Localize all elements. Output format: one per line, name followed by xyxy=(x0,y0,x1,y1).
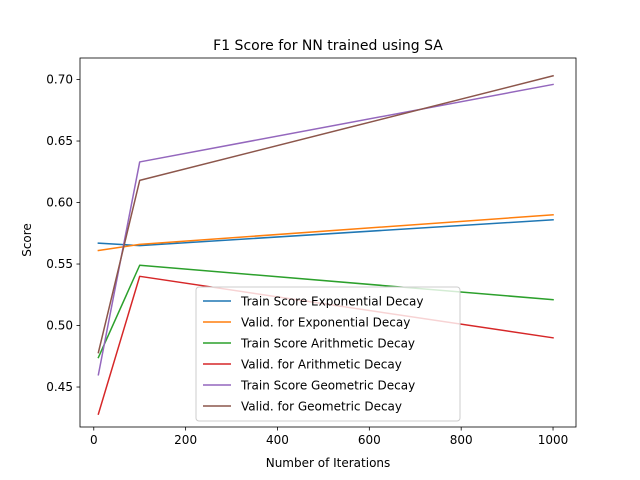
legend-label-4: Valid. for Arithmetic Decay xyxy=(241,358,402,372)
x-tick-label: 0 xyxy=(90,433,98,447)
y-axis-label: Score xyxy=(20,223,34,257)
series-line-2 xyxy=(97,214,554,252)
legend-label-6: Valid. for Geometric Decay xyxy=(241,400,402,414)
x-tick-label: 400 xyxy=(266,433,289,447)
legend-label-2: Valid. for Exponential Decay xyxy=(241,316,410,330)
y-tick-label: 0.65 xyxy=(46,134,73,148)
x-tick-label: 600 xyxy=(358,433,381,447)
y-tick-label: 0.70 xyxy=(46,73,73,87)
series-line-1 xyxy=(97,218,554,247)
axes-layer: 0 200 400 600 800 1000 0.45 0.50 0.55 0.60 0.65 0.7… xyxy=(46,57,577,447)
legend-label-1: Train Score Exponential Decay xyxy=(240,295,423,309)
x-tick-label: 1000 xyxy=(538,433,569,447)
series-line-6 xyxy=(97,74,554,354)
legend-label-3: Train Score Arithmetic Decay xyxy=(240,337,415,351)
chart-title: F1 Score for NN trained using SA xyxy=(213,38,443,54)
x-tick-label: 200 xyxy=(174,433,197,447)
y-tick-label: 0.45 xyxy=(46,380,73,394)
x-axis-label: Number of Iterations xyxy=(266,456,391,470)
y-tick-label: 0.60 xyxy=(46,196,73,210)
y-tick-label: 0.50 xyxy=(46,319,73,333)
legend-label-5: Train Score Geometric Decay xyxy=(240,379,415,393)
x-tick-label: 800 xyxy=(450,433,473,447)
legend: Train Score Exponential Decay Valid. for … xyxy=(195,286,461,422)
y-tick-label: 0.55 xyxy=(46,257,73,271)
legend-box xyxy=(195,286,461,422)
plot-frame xyxy=(79,57,577,428)
series-layer xyxy=(97,74,554,416)
